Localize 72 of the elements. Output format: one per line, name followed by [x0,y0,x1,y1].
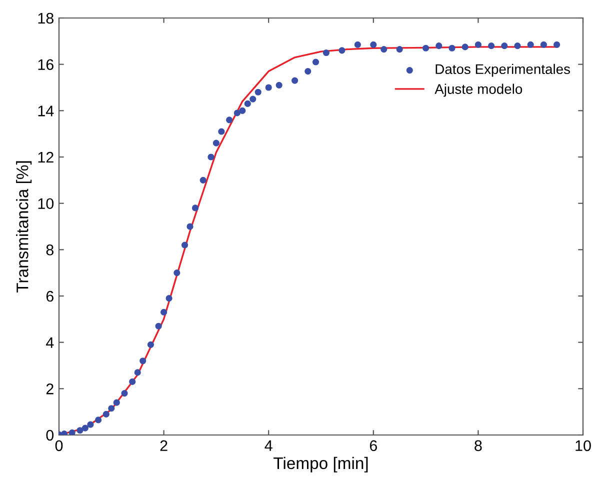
x-tick-label: 6 [370,440,377,452]
y-tick-label: 8 [46,244,54,256]
legend-label: Datos Experimentales [436,64,570,77]
x-tick-label: 2 [160,440,168,451]
point [370,41,377,48]
point [82,424,88,432]
point [474,41,482,48]
point [181,242,188,248]
point [265,84,272,91]
point [87,421,94,428]
point [200,176,206,184]
point [527,41,534,48]
y-tick-label: 16 [38,59,54,70]
y-tick-label: 14 [38,106,54,116]
x-axis-title: Tiempo [min] [274,456,368,472]
point [208,154,214,160]
point [448,44,456,52]
point [380,46,388,53]
point [102,410,110,418]
x-tick-label: 8 [474,440,482,452]
point [244,100,251,108]
point [304,68,312,75]
x-tick-label: 10 [576,440,591,452]
point [76,427,84,434]
point [396,46,403,53]
y-tick-label: 0 [46,430,54,441]
point [95,416,102,424]
point [68,429,76,435]
point [186,223,194,230]
point [226,116,233,124]
point [436,42,442,50]
point [108,405,115,412]
point [160,308,168,316]
legend-label: Ajuste modelo [434,84,522,97]
point [254,88,262,96]
point [166,295,172,302]
point [292,77,298,84]
point [113,399,120,406]
point [218,128,225,135]
point [239,107,246,114]
point [129,378,136,386]
point [134,369,141,376]
point [462,44,468,50]
point [501,42,508,50]
point [322,49,330,56]
point [514,42,521,50]
point [155,322,162,330]
y-tick-label: 10 [38,198,54,210]
point [234,110,240,116]
point [121,390,128,397]
point [312,58,320,66]
point [174,270,180,276]
point [276,82,282,88]
x-tick-label: 0 [55,440,63,452]
y-axis-title: Transmitancia [%] [16,161,32,292]
point [354,41,361,48]
point [212,140,220,146]
point [540,41,547,48]
x-tick-label: 4 [264,440,272,451]
y-tick-label: 12 [38,152,54,163]
point [140,358,146,364]
y-tick-label: 4 [46,337,54,348]
point [554,41,560,48]
point [192,204,199,212]
point [338,47,346,54]
y-tick-label: 18 [38,12,54,24]
point [147,341,154,348]
y-tick-label: 6 [46,290,54,302]
point [422,44,430,52]
point [488,42,495,50]
point [250,96,256,102]
y-tick-label: 2 [46,384,54,394]
